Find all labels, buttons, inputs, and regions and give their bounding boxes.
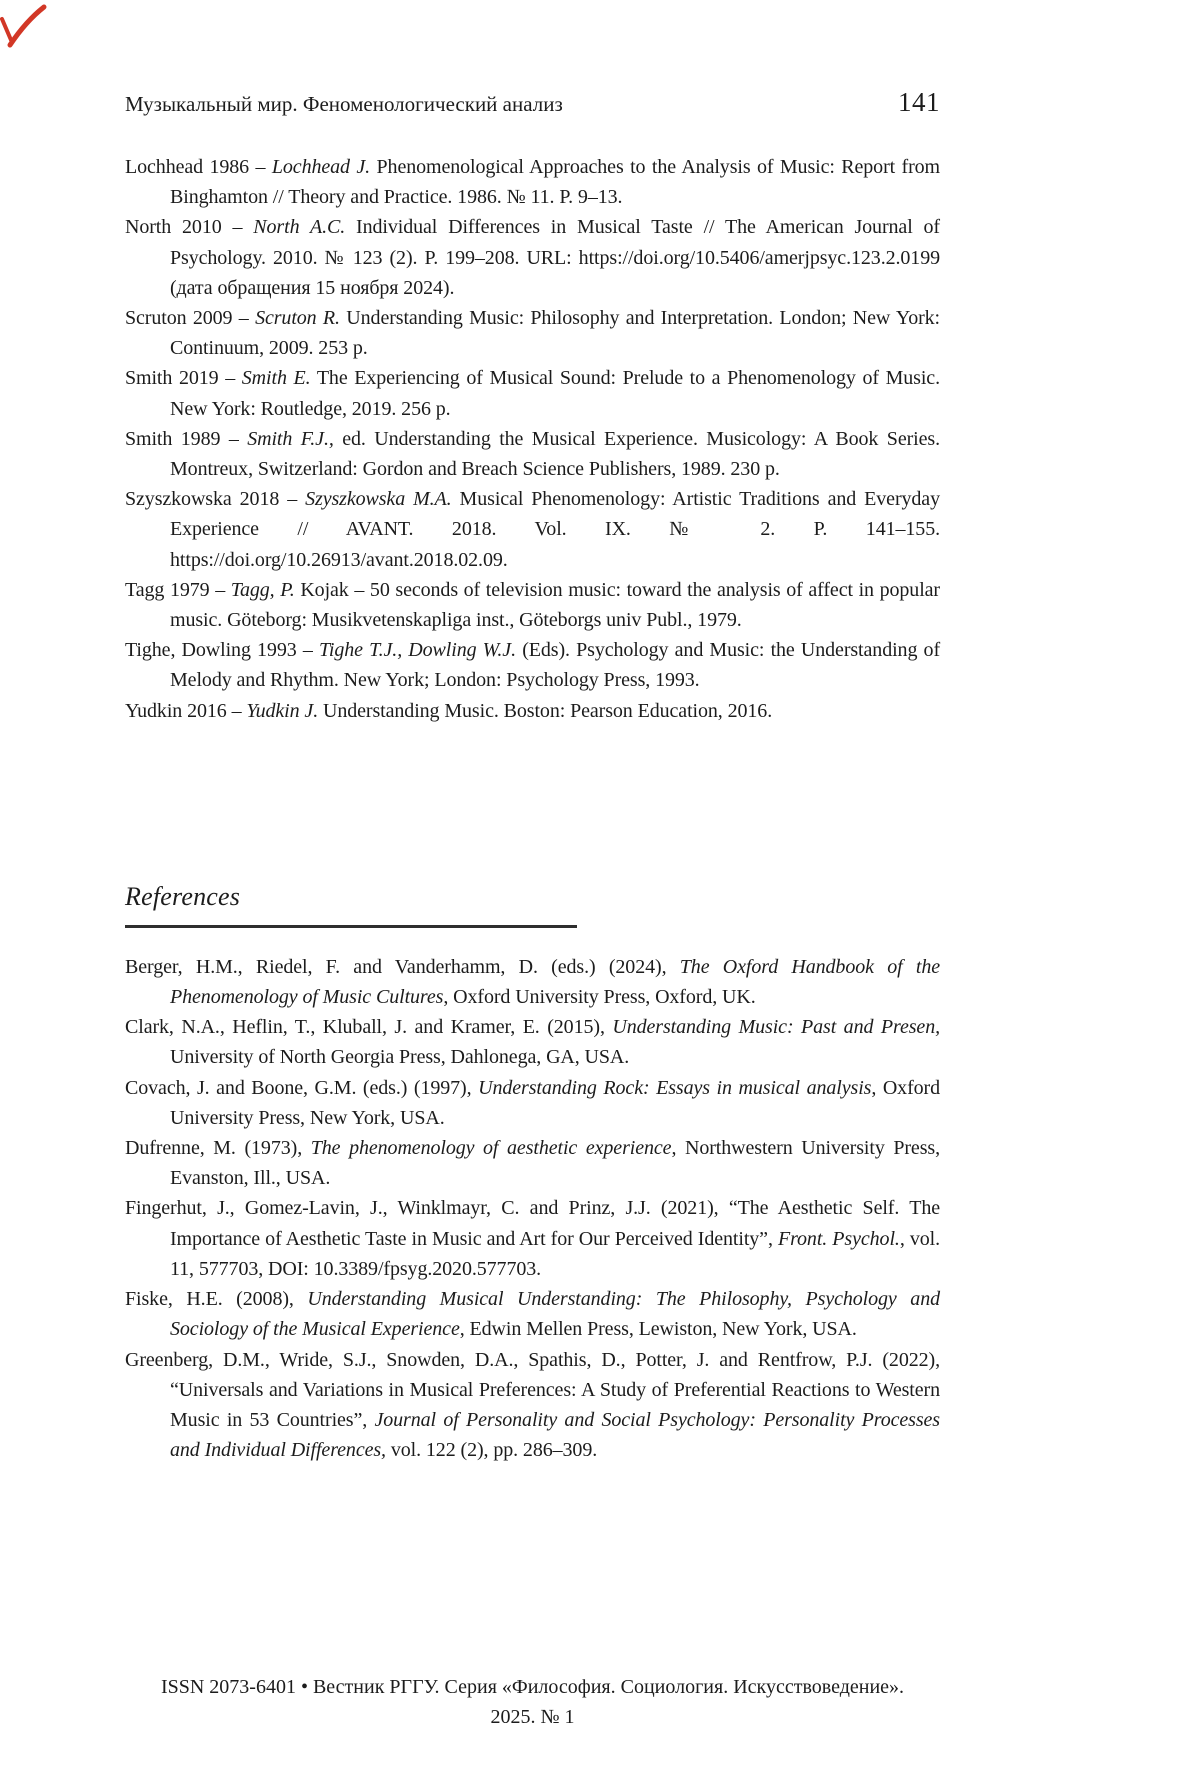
bibliography-entry: Lochhead 1986 – Lochhead J. Phenomenolog… [125,156,941,209]
page-content: Музыкальный мир. Феноменологический анал… [125,87,940,1465]
running-head: Музыкальный мир. Феноменологический анал… [125,87,940,117]
bibliography-entry: Scruton 2009 – Scruton R. Understanding … [125,307,941,360]
footer-journal-line: ISSN 2073-6401 • Вестник РГГУ. Серия «Фи… [160,1676,905,1698]
references-heading: References [125,881,241,911]
bibliography-list: Lochhead 1986 – Lochhead J. Phenomenolog… [125,152,940,726]
bibliography-entry: Smith 2019 – Smith E. The Experiencing o… [125,367,940,420]
references-underline [125,924,577,928]
reference-entry: Clark, N.A., Heflin, T., Kluball, J. and… [125,1016,940,1069]
page-footer: ISSN 2073-6401 • Вестник РГГУ. Серия «Фи… [125,1672,940,1732]
red-pen-mark [0,4,47,48]
reference-entry: Dufrenne, M. (1973), The phenomenology o… [125,1137,940,1190]
reference-entry: Berger, H.M., Riedel, F. and Vanderhamm,… [125,955,940,1009]
reference-entry: Fiske, H.E. (2008), Understanding Musica… [125,1288,940,1341]
bibliography-entry: Szyszkowska 2018 – Szyszkowska M.A. Musi… [125,488,940,571]
running-title: Музыкальный мир. Феноменологический анал… [125,92,563,116]
footer-issue-line: 2025. № 1 [490,1706,575,1728]
reference-entry: Fingerhut, J., Gomez-Lavin, J., Winklmay… [125,1197,940,1280]
bibliography-entry: North 2010 – North A.C. Individual Diffe… [125,216,940,299]
references-list: Berger, H.M., Riedel, F. and Vanderhamm,… [125,952,940,1465]
page-number: 141 [898,87,940,117]
reference-entry: Greenberg, D.M., Wride, S.J., Snowden, D… [125,1348,940,1462]
bibliography-entry: Smith 1989 – Smith F.J., ed. Understandi… [125,427,940,481]
reference-entry: Covach, J. and Boone, G.M. (eds.) (1997)… [125,1076,940,1129]
bibliography-entry: Tagg 1979 – Tagg, P. Kojak – 50 seconds … [125,578,940,632]
bibliography-entry: Tighe, Dowling 1993 – Tighe T.J., Dowlin… [125,639,941,692]
bibliography-entry: Yudkin 2016 – Yudkin J. Understanding Mu… [125,699,773,722]
